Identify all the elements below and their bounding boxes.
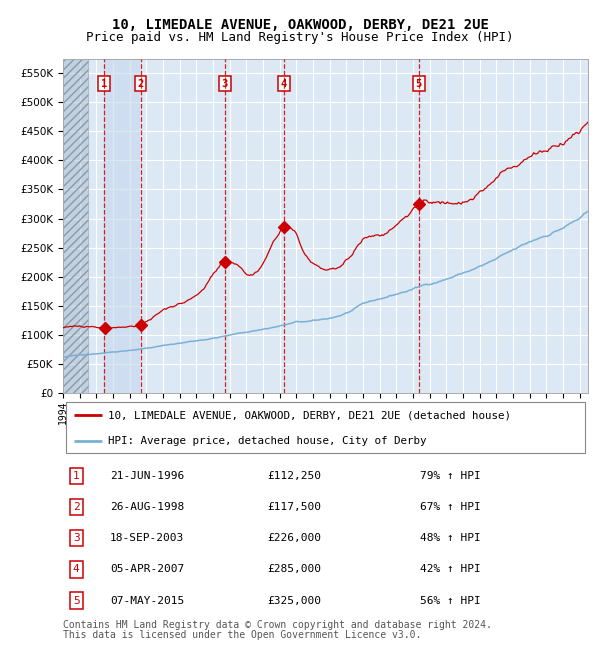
Bar bbox=[104, 58, 140, 393]
Text: 10, LIMEDALE AVENUE, OAKWOOD, DERBY, DE21 2UE (detached house): 10, LIMEDALE AVENUE, OAKWOOD, DERBY, DE2… bbox=[107, 410, 511, 420]
Text: 42% ↑ HPI: 42% ↑ HPI bbox=[420, 564, 481, 575]
Text: 56% ↑ HPI: 56% ↑ HPI bbox=[420, 595, 481, 606]
Text: 79% ↑ HPI: 79% ↑ HPI bbox=[420, 471, 481, 481]
Text: 1: 1 bbox=[73, 471, 79, 481]
Text: 67% ↑ HPI: 67% ↑ HPI bbox=[420, 502, 481, 512]
Text: 18-SEP-2003: 18-SEP-2003 bbox=[110, 533, 184, 543]
Bar bbox=[63, 58, 88, 393]
Text: 3: 3 bbox=[73, 533, 79, 543]
Text: 5: 5 bbox=[73, 595, 79, 606]
Text: 05-APR-2007: 05-APR-2007 bbox=[110, 564, 184, 575]
Text: Contains HM Land Registry data © Crown copyright and database right 2024.: Contains HM Land Registry data © Crown c… bbox=[63, 620, 492, 630]
FancyBboxPatch shape bbox=[65, 402, 586, 454]
Text: 5: 5 bbox=[416, 79, 422, 88]
Text: 48% ↑ HPI: 48% ↑ HPI bbox=[420, 533, 481, 543]
Text: £112,250: £112,250 bbox=[267, 471, 321, 481]
Text: 26-AUG-1998: 26-AUG-1998 bbox=[110, 502, 184, 512]
Text: 07-MAY-2015: 07-MAY-2015 bbox=[110, 595, 184, 606]
Text: £117,500: £117,500 bbox=[267, 502, 321, 512]
Text: 4: 4 bbox=[73, 564, 79, 575]
Text: £226,000: £226,000 bbox=[267, 533, 321, 543]
Text: £285,000: £285,000 bbox=[267, 564, 321, 575]
Text: 2: 2 bbox=[137, 79, 143, 88]
Text: 1: 1 bbox=[101, 79, 107, 88]
Bar bbox=[63, 58, 88, 393]
Text: 4: 4 bbox=[281, 79, 287, 88]
Text: 10, LIMEDALE AVENUE, OAKWOOD, DERBY, DE21 2UE: 10, LIMEDALE AVENUE, OAKWOOD, DERBY, DE2… bbox=[112, 18, 488, 32]
Text: 3: 3 bbox=[222, 79, 228, 88]
Text: 21-JUN-1996: 21-JUN-1996 bbox=[110, 471, 184, 481]
Text: 2: 2 bbox=[73, 502, 79, 512]
Text: This data is licensed under the Open Government Licence v3.0.: This data is licensed under the Open Gov… bbox=[63, 630, 421, 640]
Text: Price paid vs. HM Land Registry's House Price Index (HPI): Price paid vs. HM Land Registry's House … bbox=[86, 31, 514, 44]
Text: HPI: Average price, detached house, City of Derby: HPI: Average price, detached house, City… bbox=[107, 436, 426, 446]
Text: £325,000: £325,000 bbox=[267, 595, 321, 606]
